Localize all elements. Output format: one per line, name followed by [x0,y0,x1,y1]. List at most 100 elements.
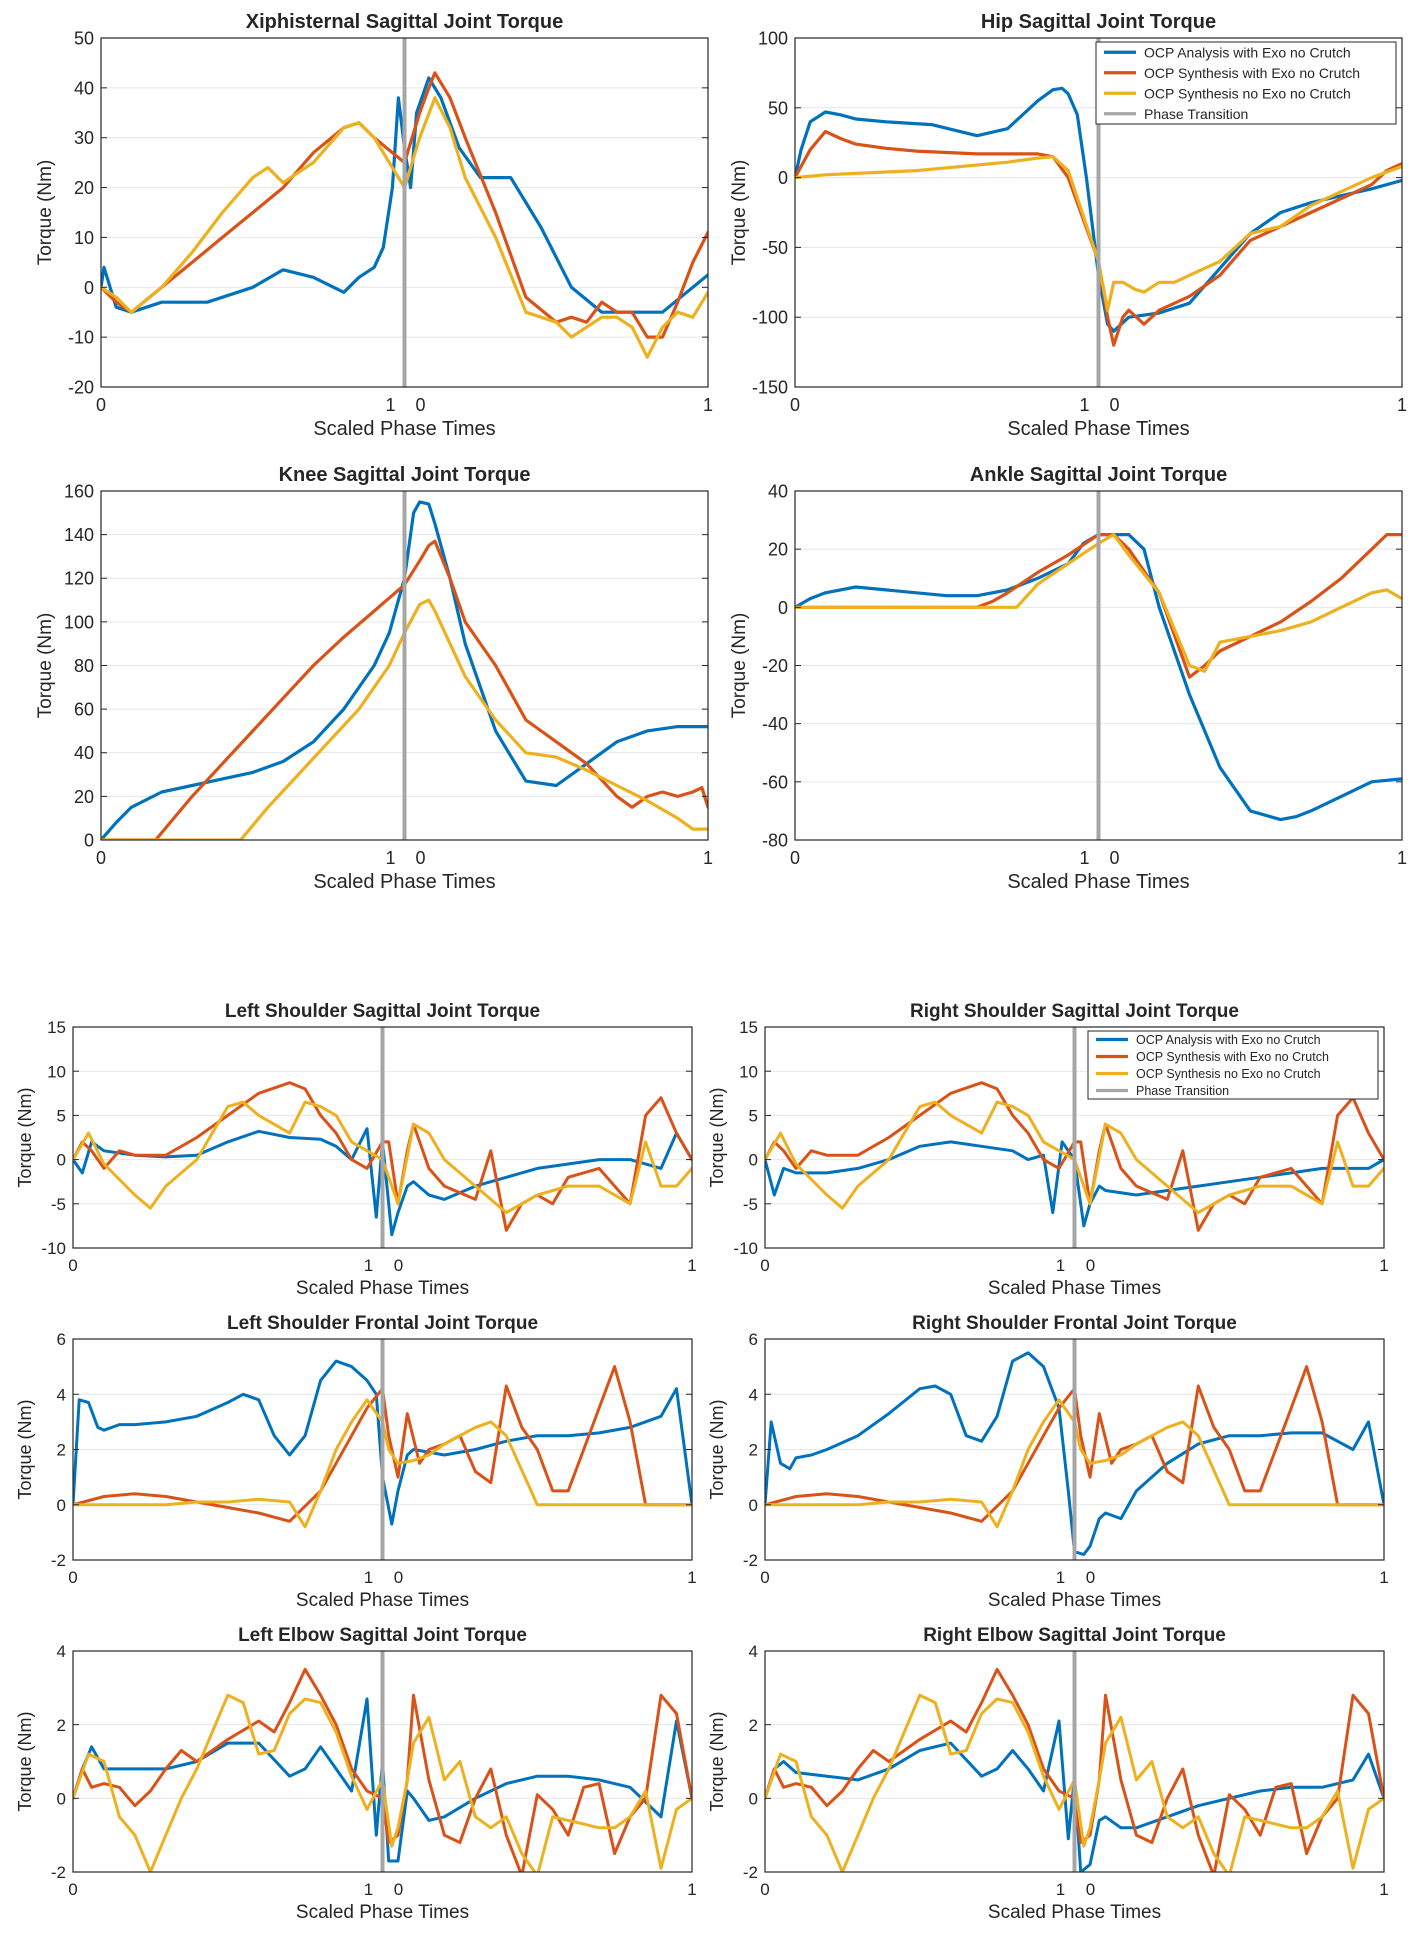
y-tick-label: 4 [57,1642,66,1661]
x-tick-label: 0 [1109,395,1119,415]
series-line-1 [765,1351,1384,1556]
axes-frame [764,1650,1385,1873]
y-tick-label: 0 [749,1789,758,1808]
y-tick-label: 140 [64,525,94,545]
y-tick-label: -2 [51,1863,66,1882]
y-tick-label: 4 [749,1385,758,1404]
y-tick-label: -60 [762,772,788,792]
x-tick-label: 0 [415,395,425,415]
x-tick-label: 0 [1109,848,1119,868]
y-tick-label: -80 [762,830,788,850]
y-tick-label: 0 [778,168,788,188]
y-tick-label: 4 [749,1642,758,1661]
y-tick-label: 15 [47,1018,66,1037]
x-axis-label: Scaled Phase Times [313,871,495,893]
x-tick-label: 0 [394,1568,403,1587]
x-tick-label: 0 [1086,1568,1095,1587]
y-tick-label: 30 [74,128,94,148]
axes-frame [794,37,1403,388]
legend-box [1087,1030,1379,1100]
x-tick-label: 1 [1056,1568,1065,1587]
x-axis-label: Scaled Phase Times [988,1902,1161,1923]
x-tick-label: 1 [703,395,713,415]
y-tick-label: 5 [57,1107,66,1126]
y-tick-label: 50 [74,28,94,48]
series-line-3 [73,1100,692,1215]
y-axis-label: Torque (Nm) [35,613,56,719]
series-line-2 [101,71,708,339]
x-axis-label: Scaled Phase Times [988,1590,1161,1611]
y-tick-label: 120 [64,569,94,589]
legend-entry-label: OCP Synthesis with Exo no Crutch [1136,1050,1329,1064]
y-tick-label: 0 [57,1151,66,1170]
y-tick-label: -10 [733,1239,758,1258]
series-line-1 [765,1719,1384,1872]
y-tick-label: -2 [743,1863,758,1882]
legend-entry-label: OCP Synthesis no Exo no Crutch [1136,1067,1321,1081]
chart-title: Knee Sagittal Joint Torque [279,464,531,486]
series-line-3 [73,1693,692,1872]
x-tick-label: 0 [760,1568,769,1587]
x-axis-label: Scaled Phase Times [296,1902,469,1923]
x-axis-label: Scaled Phase Times [1007,871,1189,893]
x-tick-label: 0 [394,1880,403,1899]
y-tick-label: 40 [74,78,94,98]
x-tick-label: 1 [703,848,713,868]
axes-frame [764,1026,1385,1249]
series-line-3 [795,532,1402,673]
y-tick-label: 2 [57,1716,66,1735]
x-tick-label: 1 [1379,1256,1388,1275]
x-tick-label: 0 [415,848,425,868]
y-tick-label: 5 [749,1107,758,1126]
y-tick-label: 0 [57,1789,66,1808]
x-tick-label: 1 [1397,395,1407,415]
y-tick-label: 100 [64,612,94,632]
y-tick-label: 0 [749,1151,758,1170]
y-tick-label: 50 [768,98,788,118]
legend-box [1095,41,1397,125]
axes-frame [72,1650,693,1873]
series-line-3 [765,1100,1384,1215]
y-tick-label: 2 [749,1441,758,1460]
series-group [765,1667,1384,1872]
y-axis-label: Torque (Nm) [729,160,750,266]
series-line-3 [795,155,1402,312]
chart-title: Right Shoulder Frontal Joint Torque [912,1313,1237,1334]
y-axis-label: Torque (Nm) [729,613,750,719]
series-group [795,532,1402,822]
x-axis-label: Scaled Phase Times [313,418,495,440]
y-tick-label: -20 [68,377,94,397]
x-tick-label: 1 [385,848,395,868]
x-tick-label: 0 [96,395,106,415]
y-axis-label: Torque (Nm) [15,1711,35,1811]
y-tick-label: -5 [51,1195,66,1214]
series-group [73,1359,692,1529]
y-tick-label: 2 [749,1716,758,1735]
x-tick-label: 1 [1056,1880,1065,1899]
series-line-1 [795,86,1402,333]
y-tick-label: 10 [74,228,94,248]
x-tick-label: 1 [364,1880,373,1899]
y-tick-label: -5 [743,1195,758,1214]
y-axis-label: Torque (Nm) [707,1711,727,1811]
series-line-1 [73,1359,692,1526]
y-tick-label: -10 [68,328,94,348]
legend: OCP Analysis with Exo no Crutch OCP Synth… [1095,41,1397,125]
y-axis-label: Torque (Nm) [707,1087,727,1187]
x-tick-label: 1 [687,1256,696,1275]
chart-title: Left Elbow Sagittal Joint Torque [238,1625,527,1646]
series-line-2 [795,129,1402,347]
x-tick-label: 0 [68,1256,77,1275]
x-tick-label: 0 [1086,1256,1095,1275]
legend-entry-label: OCP Analysis with Exo no Crutch [1136,1033,1321,1047]
y-tick-label: -2 [51,1551,66,1570]
y-tick-label: 100 [758,28,788,48]
chart-title: Ankle Sagittal Joint Torque [970,464,1227,486]
x-tick-label: 1 [364,1568,373,1587]
series-group [101,71,708,359]
